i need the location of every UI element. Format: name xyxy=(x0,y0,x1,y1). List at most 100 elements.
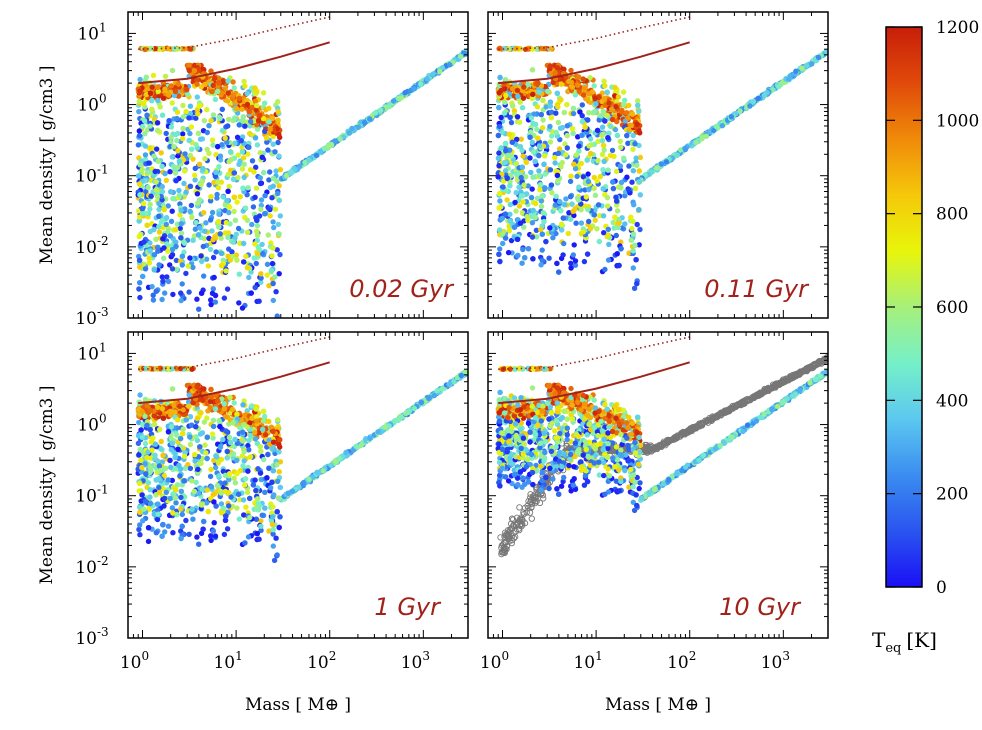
data-point xyxy=(276,197,283,204)
data-point xyxy=(614,132,621,139)
data-point xyxy=(658,161,665,167)
data-point xyxy=(177,366,184,372)
data-point xyxy=(555,119,562,126)
data-point xyxy=(637,192,643,198)
data-point xyxy=(602,266,608,273)
data-point xyxy=(625,140,631,146)
data-point xyxy=(192,172,198,178)
data-point xyxy=(578,160,584,167)
data-point xyxy=(567,193,574,200)
data-point xyxy=(534,195,541,201)
panel-points xyxy=(495,45,828,291)
data-point xyxy=(539,257,545,264)
data-point xyxy=(221,295,228,301)
data-point xyxy=(517,144,524,150)
data-point xyxy=(386,423,392,429)
data-point xyxy=(156,224,162,230)
data-point xyxy=(229,253,236,260)
data-point xyxy=(197,225,203,231)
data-point xyxy=(516,203,523,209)
data-point xyxy=(262,193,268,199)
data-point xyxy=(626,102,632,109)
data-point xyxy=(178,235,184,241)
tick-exp: -3 xyxy=(97,305,109,319)
data-point xyxy=(626,250,632,256)
data-point xyxy=(550,235,556,241)
data-point xyxy=(564,132,570,139)
data-point xyxy=(224,98,231,104)
data-point xyxy=(168,134,174,141)
data-point xyxy=(629,111,636,117)
data-point xyxy=(703,133,709,139)
data-point xyxy=(173,365,179,371)
data-point xyxy=(156,200,162,207)
data-point xyxy=(558,221,565,227)
data-point xyxy=(169,100,175,106)
data-point xyxy=(254,142,261,148)
data-point xyxy=(336,455,342,462)
data-point xyxy=(201,210,207,216)
data-point xyxy=(502,77,509,83)
data-point xyxy=(610,185,617,192)
data-point xyxy=(513,208,519,214)
data-point xyxy=(136,233,142,240)
data-point xyxy=(167,262,173,268)
data-point xyxy=(431,392,437,399)
data-point xyxy=(618,179,625,186)
panel-label: 0.11 Gyr xyxy=(704,275,810,303)
data-point xyxy=(579,118,586,125)
data-point xyxy=(198,253,204,259)
data-point xyxy=(552,160,558,166)
data-point xyxy=(192,226,199,232)
data-point xyxy=(276,231,282,237)
data-point xyxy=(269,115,276,122)
data-point xyxy=(208,297,214,303)
data-point xyxy=(265,232,271,238)
data-point xyxy=(529,186,535,192)
data-point xyxy=(568,79,575,86)
data-point xyxy=(260,90,267,96)
data-point xyxy=(214,88,221,95)
panel-label: 0.02 Gyr xyxy=(349,275,455,303)
data-point xyxy=(628,237,634,243)
data-point xyxy=(586,218,592,225)
data-point xyxy=(215,185,222,191)
data-point xyxy=(749,99,756,105)
data-point xyxy=(548,109,555,115)
data-point xyxy=(600,213,607,219)
data-point xyxy=(534,104,541,110)
data-point xyxy=(614,251,620,257)
data-point xyxy=(576,184,582,190)
data-point xyxy=(353,443,359,449)
data-point xyxy=(529,234,536,240)
data-point xyxy=(212,292,219,299)
data-point xyxy=(151,226,157,233)
data-point xyxy=(513,45,519,52)
data-point xyxy=(581,85,588,91)
data-point xyxy=(592,108,598,115)
data-point xyxy=(252,135,259,141)
data-point xyxy=(246,144,252,150)
data-point xyxy=(147,201,153,208)
data-point xyxy=(575,82,581,88)
data-point xyxy=(573,152,580,158)
data-point xyxy=(283,172,290,179)
data-point xyxy=(605,226,611,232)
data-point xyxy=(145,184,151,191)
data-point xyxy=(168,139,174,146)
data-point xyxy=(629,179,635,185)
data-point xyxy=(271,224,277,231)
data-point xyxy=(225,188,231,194)
data-point xyxy=(272,206,279,213)
data-point xyxy=(585,117,591,123)
data-point xyxy=(262,211,268,217)
data-point xyxy=(497,198,503,204)
data-point xyxy=(597,212,603,219)
data-point xyxy=(160,46,166,52)
data-point xyxy=(604,89,610,96)
data-point xyxy=(166,118,172,124)
data-point xyxy=(495,132,502,139)
data-point xyxy=(212,96,219,103)
data-point xyxy=(216,224,222,230)
